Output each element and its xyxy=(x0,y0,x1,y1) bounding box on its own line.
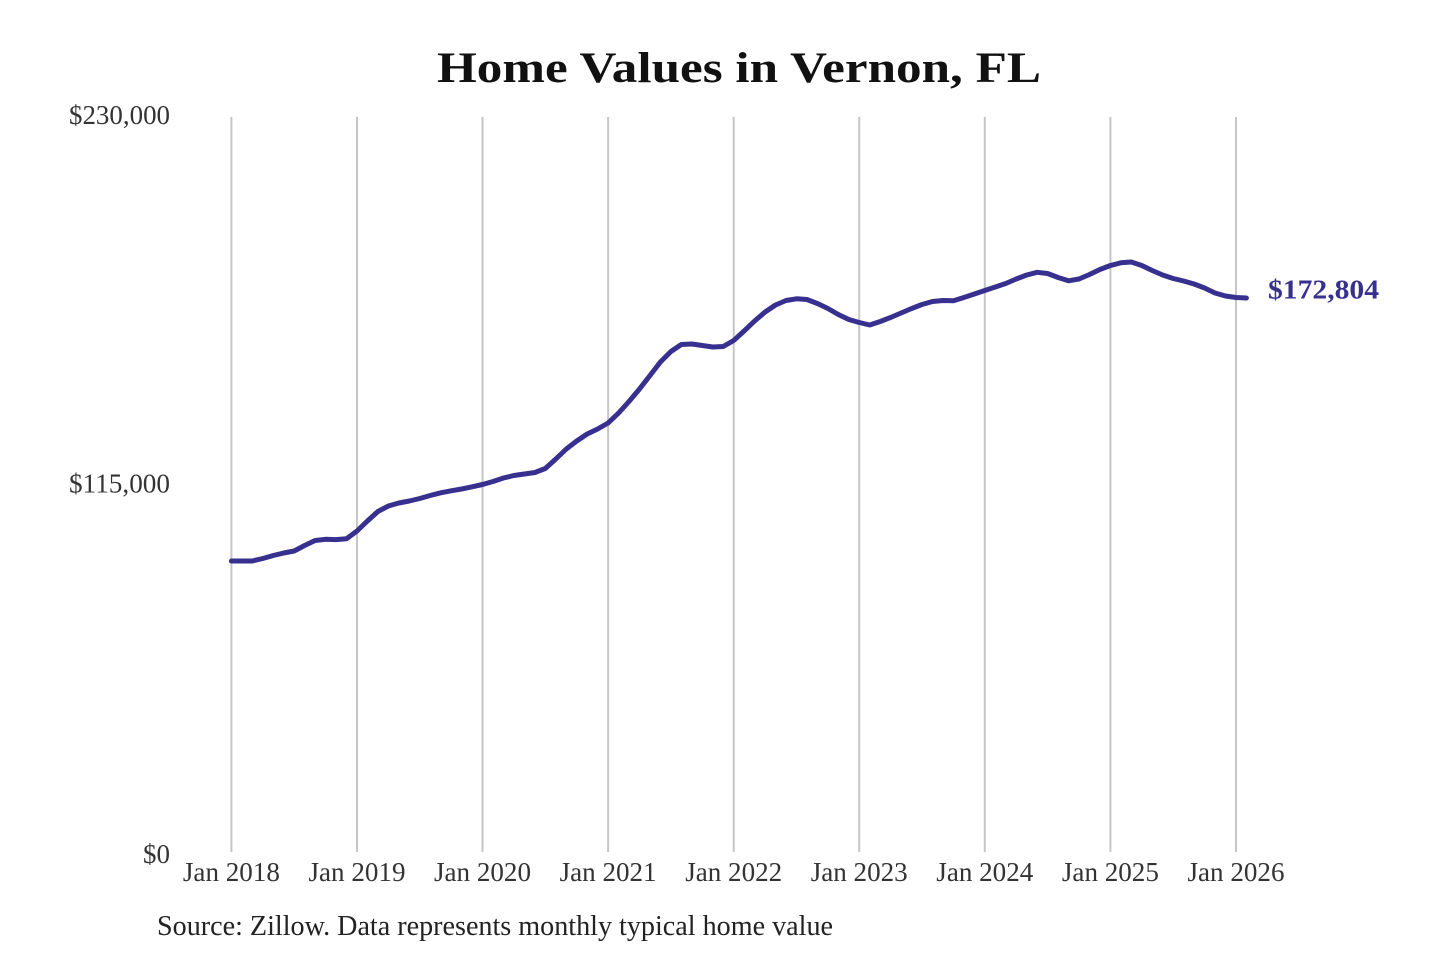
svg-text:Jan 2026: Jan 2026 xyxy=(1188,856,1285,887)
svg-text:Jan 2024: Jan 2024 xyxy=(936,856,1033,887)
svg-text:Jan 2022: Jan 2022 xyxy=(685,856,782,887)
svg-text:Jan 2023: Jan 2023 xyxy=(811,856,908,887)
svg-text:Jan 2025: Jan 2025 xyxy=(1062,856,1159,887)
svg-text:$230,000: $230,000 xyxy=(69,100,170,130)
svg-text:Jan 2020: Jan 2020 xyxy=(434,856,531,887)
svg-text:Home Values in Vernon, FL: Home Values in Vernon, FL xyxy=(437,45,1041,92)
svg-text:$172,804: $172,804 xyxy=(1268,274,1379,305)
svg-text:Jan 2021: Jan 2021 xyxy=(560,856,657,887)
svg-text:Jan 2018: Jan 2018 xyxy=(183,856,280,887)
svg-text:$0: $0 xyxy=(143,839,170,869)
svg-text:$115,000: $115,000 xyxy=(69,469,170,499)
svg-text:Jan 2019: Jan 2019 xyxy=(309,856,406,887)
svg-text:Source: Zillow. Data represent: Source: Zillow. Data represents monthly … xyxy=(157,910,833,942)
